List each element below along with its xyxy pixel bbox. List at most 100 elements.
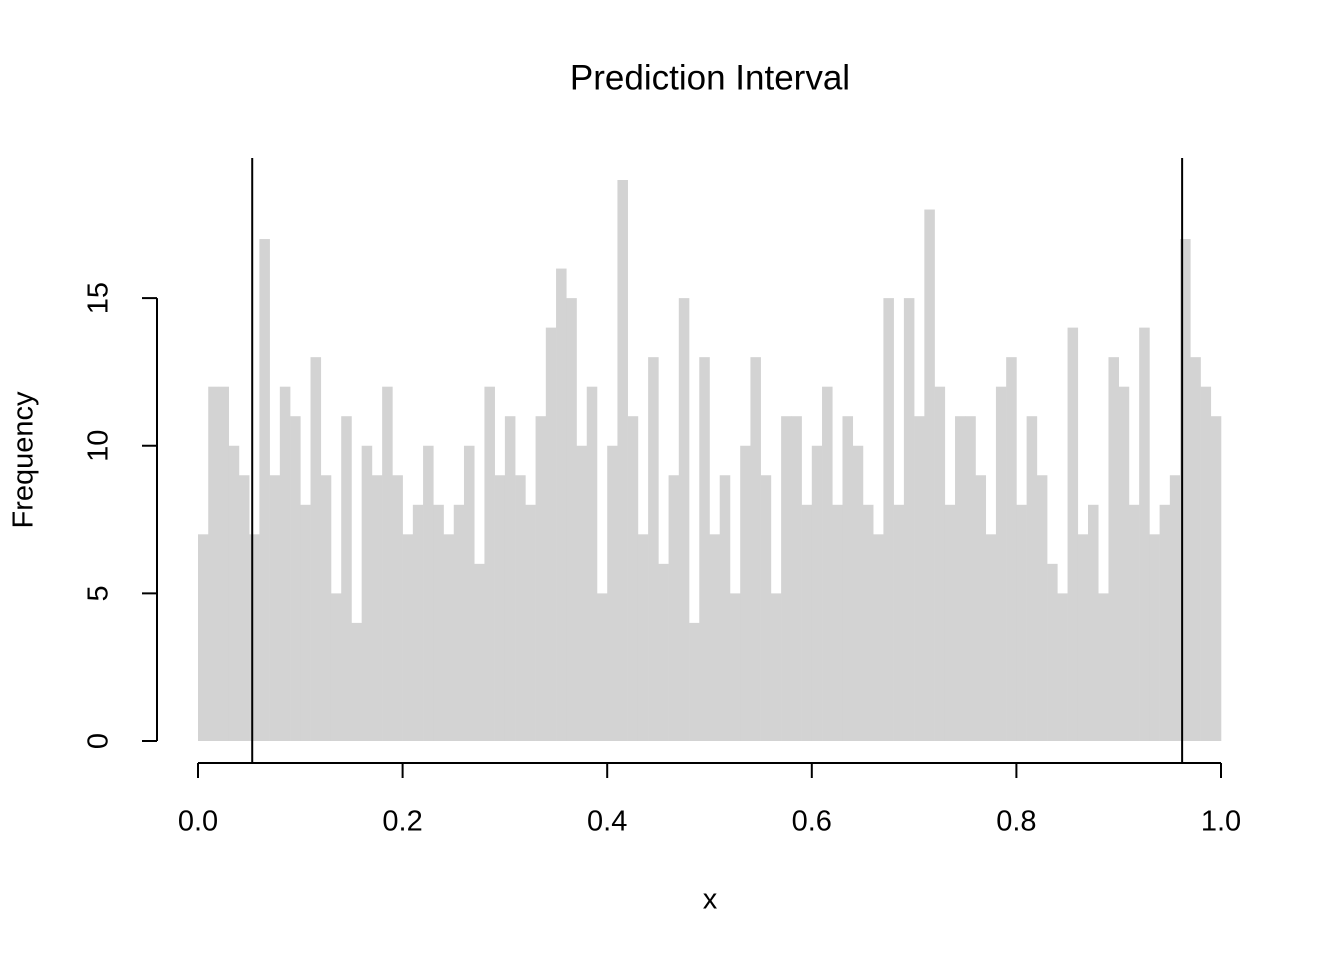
bar <box>699 357 710 741</box>
bar <box>965 416 976 741</box>
bar <box>893 504 905 741</box>
bar <box>402 534 414 741</box>
bar <box>1047 563 1058 741</box>
bar <box>576 445 588 741</box>
x-tick-label: 0.0 <box>178 806 218 838</box>
bar <box>678 298 690 741</box>
bar <box>556 268 567 741</box>
bar <box>1098 593 1109 741</box>
bar <box>668 475 680 741</box>
bar <box>1026 416 1038 741</box>
bar <box>586 386 598 741</box>
x-tick-label: 1.0 <box>1201 806 1241 838</box>
x-tick-label: 0.2 <box>382 806 422 838</box>
bar <box>1180 239 1191 742</box>
bar <box>832 504 843 741</box>
bar <box>1006 357 1017 741</box>
x-tick-label: 0.8 <box>996 806 1036 838</box>
bar <box>341 416 352 741</box>
bar <box>648 357 659 741</box>
bar <box>791 416 802 741</box>
bar <box>300 504 311 741</box>
bar <box>637 534 649 741</box>
y-tick-label: 10 <box>83 430 115 462</box>
bar <box>290 416 301 741</box>
bar <box>238 475 250 741</box>
bar <box>596 593 608 741</box>
bar <box>924 209 935 742</box>
bar <box>750 357 761 741</box>
bar <box>320 475 332 741</box>
bar <box>995 386 1007 741</box>
bar <box>433 504 444 741</box>
bar <box>504 416 516 741</box>
bar <box>545 327 557 741</box>
bar <box>208 386 219 741</box>
bar <box>423 445 434 741</box>
bar <box>955 416 966 741</box>
bar <box>1210 416 1222 741</box>
y-tick-label: 5 <box>83 585 115 601</box>
bar <box>371 475 383 741</box>
bar <box>1128 504 1140 741</box>
bar <box>330 593 342 741</box>
x-tick-label: 0.4 <box>587 806 627 838</box>
bar <box>259 239 270 742</box>
bar <box>975 475 987 741</box>
bar <box>822 386 833 741</box>
bar <box>412 504 424 741</box>
bar <box>719 475 731 741</box>
bar <box>1016 504 1027 741</box>
bar <box>443 534 455 741</box>
bar <box>535 416 547 741</box>
bar <box>740 445 751 741</box>
x-tick-label: 0.6 <box>792 806 832 838</box>
bar <box>566 298 577 741</box>
bar <box>474 563 485 741</box>
bar <box>607 445 618 741</box>
bar <box>811 445 823 741</box>
bar <box>873 534 884 741</box>
bar <box>1159 504 1171 741</box>
bar <box>1088 504 1099 741</box>
bar <box>689 622 700 741</box>
bar <box>525 504 536 741</box>
bar <box>1149 534 1160 741</box>
bar <box>351 622 362 741</box>
chart-title: Prediction Interval <box>570 58 850 97</box>
bar <box>658 563 669 741</box>
bar <box>310 357 322 741</box>
bar <box>392 475 403 741</box>
x-axis-label: x <box>703 884 718 916</box>
bar <box>1057 593 1068 741</box>
bar <box>934 386 946 741</box>
bar <box>1118 386 1130 741</box>
y-axis-label: Frequency <box>8 391 40 529</box>
bar <box>862 504 874 741</box>
bar <box>249 534 260 741</box>
bar <box>515 475 526 741</box>
bar <box>709 534 721 741</box>
bar <box>382 386 393 741</box>
bar <box>484 386 495 741</box>
bar <box>198 534 209 741</box>
bar <box>770 593 782 741</box>
bar <box>453 504 465 741</box>
bar <box>842 416 854 741</box>
bar <box>903 298 915 741</box>
bar <box>1108 357 1119 741</box>
bar <box>852 445 864 741</box>
bar <box>361 445 373 741</box>
bar <box>228 445 240 741</box>
bar <box>1077 534 1089 741</box>
bar <box>463 445 475 741</box>
bar <box>914 416 925 741</box>
bar <box>1067 327 1079 741</box>
bar <box>1139 327 1150 741</box>
y-tick-label: 0 <box>83 733 115 749</box>
bar <box>269 475 281 741</box>
bar <box>1190 357 1201 741</box>
bar <box>627 416 639 741</box>
bar <box>494 475 506 741</box>
